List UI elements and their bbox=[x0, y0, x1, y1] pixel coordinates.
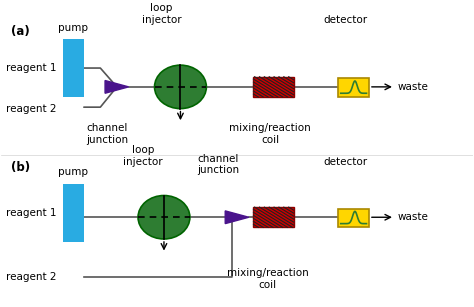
Text: pump: pump bbox=[58, 23, 88, 33]
Bar bbox=[254, 77, 293, 97]
Text: loop
injector: loop injector bbox=[142, 3, 182, 25]
Bar bbox=[63, 184, 84, 242]
Text: reagent 1: reagent 1 bbox=[6, 208, 56, 218]
Bar bbox=[338, 208, 369, 227]
Text: reagent 2: reagent 2 bbox=[6, 103, 56, 114]
Polygon shape bbox=[105, 80, 128, 93]
Bar bbox=[63, 39, 84, 97]
Text: reagent 1: reagent 1 bbox=[6, 63, 56, 73]
Text: waste: waste bbox=[397, 212, 428, 222]
Bar bbox=[338, 78, 369, 97]
Ellipse shape bbox=[155, 65, 206, 109]
Text: mixing/reaction
coil: mixing/reaction coil bbox=[227, 268, 309, 290]
Text: mixing/reaction
coil: mixing/reaction coil bbox=[229, 123, 311, 145]
Polygon shape bbox=[225, 211, 249, 223]
Text: detector: detector bbox=[323, 157, 367, 167]
Text: reagent 2: reagent 2 bbox=[6, 272, 56, 282]
Text: loop
injector: loop injector bbox=[123, 145, 163, 167]
Text: detector: detector bbox=[323, 15, 367, 25]
Text: (a): (a) bbox=[11, 25, 29, 37]
Text: waste: waste bbox=[397, 82, 428, 92]
Text: channel
junction: channel junction bbox=[197, 154, 239, 175]
Ellipse shape bbox=[138, 196, 190, 239]
Text: channel
junction: channel junction bbox=[86, 123, 128, 145]
Text: (b): (b) bbox=[11, 161, 30, 174]
Bar bbox=[254, 207, 293, 227]
Text: pump: pump bbox=[58, 167, 88, 177]
